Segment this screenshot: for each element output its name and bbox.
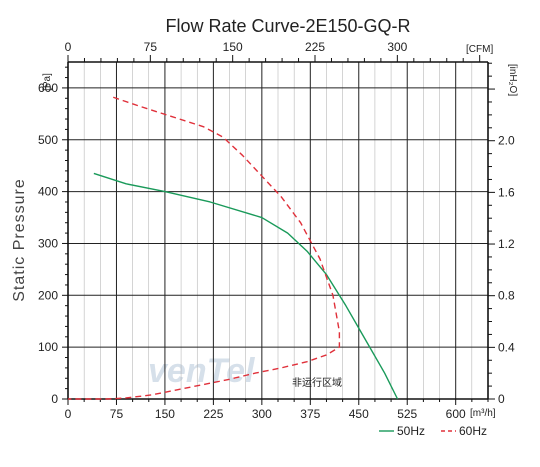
x2-tick-label: 0 bbox=[65, 40, 72, 54]
x2-tick-label: 225 bbox=[305, 40, 325, 54]
x-tick-label: 450 bbox=[349, 407, 369, 421]
x-tick-label: 600 bbox=[446, 407, 466, 421]
x2-unit-label: [CFM] bbox=[466, 44, 493, 55]
x2-tick-label: 150 bbox=[223, 40, 243, 54]
y-tick-label: 200 bbox=[38, 288, 58, 302]
y2-tick-label: 2.0 bbox=[498, 134, 515, 148]
chart-title: Flow Rate Curve-2E150-GQ-R bbox=[165, 16, 410, 36]
y2-tick-label: 1.2 bbox=[498, 237, 515, 251]
y2-unit-label: [inH₂O] bbox=[507, 64, 518, 96]
y-tick-label: 100 bbox=[38, 340, 58, 354]
x-tick-label: 0 bbox=[65, 407, 72, 421]
grid bbox=[67, 62, 489, 400]
x-tick-label: 300 bbox=[252, 407, 272, 421]
y-unit-label: [Pa] bbox=[42, 73, 53, 91]
legend-60hz-label: 60Hz bbox=[459, 424, 487, 438]
legend-50hz-label: 50Hz bbox=[397, 424, 425, 438]
y-tick-label: 300 bbox=[38, 236, 58, 250]
x-unit-label: [m³/h] bbox=[470, 408, 496, 419]
x-tick-label: 150 bbox=[155, 407, 175, 421]
series-line-1 bbox=[68, 96, 341, 400]
x-tick-label: 75 bbox=[110, 407, 124, 421]
x-tick-label: 375 bbox=[300, 407, 320, 421]
y-tick-label: 500 bbox=[38, 133, 58, 147]
y-tick-label: 0 bbox=[51, 392, 58, 406]
legend: 50Hz 60Hz bbox=[379, 424, 487, 438]
x2-tick-label: 75 bbox=[144, 40, 158, 54]
non-operating-zone-label: 非运行区域 bbox=[292, 376, 342, 389]
y-tick-label: 600 bbox=[38, 81, 58, 95]
x-tick-label: 225 bbox=[203, 407, 223, 421]
y2-tick-label: 0.8 bbox=[498, 289, 515, 303]
y2-tick-label: 0 bbox=[498, 392, 505, 406]
series-layer bbox=[68, 96, 399, 400]
y2-tick-label: 0.4 bbox=[498, 340, 515, 354]
watermark: venTel bbox=[148, 352, 256, 390]
tick-labels: 0 75 150 225 300 375 450 525 600 0 100 200 300 400 500… bbox=[38, 40, 515, 421]
y2-tick-label: 1.6 bbox=[498, 185, 515, 199]
series-line-0 bbox=[93, 172, 399, 400]
axes bbox=[62, 55, 495, 405]
x2-tick-label: 300 bbox=[387, 40, 407, 54]
x-tick-label: 525 bbox=[397, 407, 417, 421]
y-axis-label: Static Pressure bbox=[11, 178, 28, 301]
y-tick-label: 400 bbox=[38, 185, 58, 199]
